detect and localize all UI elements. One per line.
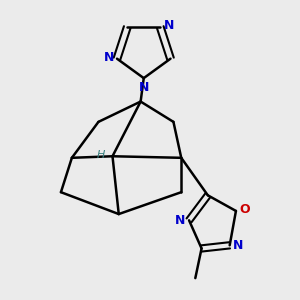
Text: N: N [139,81,149,94]
Text: O: O [240,203,250,216]
Text: H: H [96,150,105,160]
Text: N: N [233,239,243,252]
Text: N: N [103,51,114,64]
Text: N: N [164,19,174,32]
Text: N: N [175,214,185,227]
